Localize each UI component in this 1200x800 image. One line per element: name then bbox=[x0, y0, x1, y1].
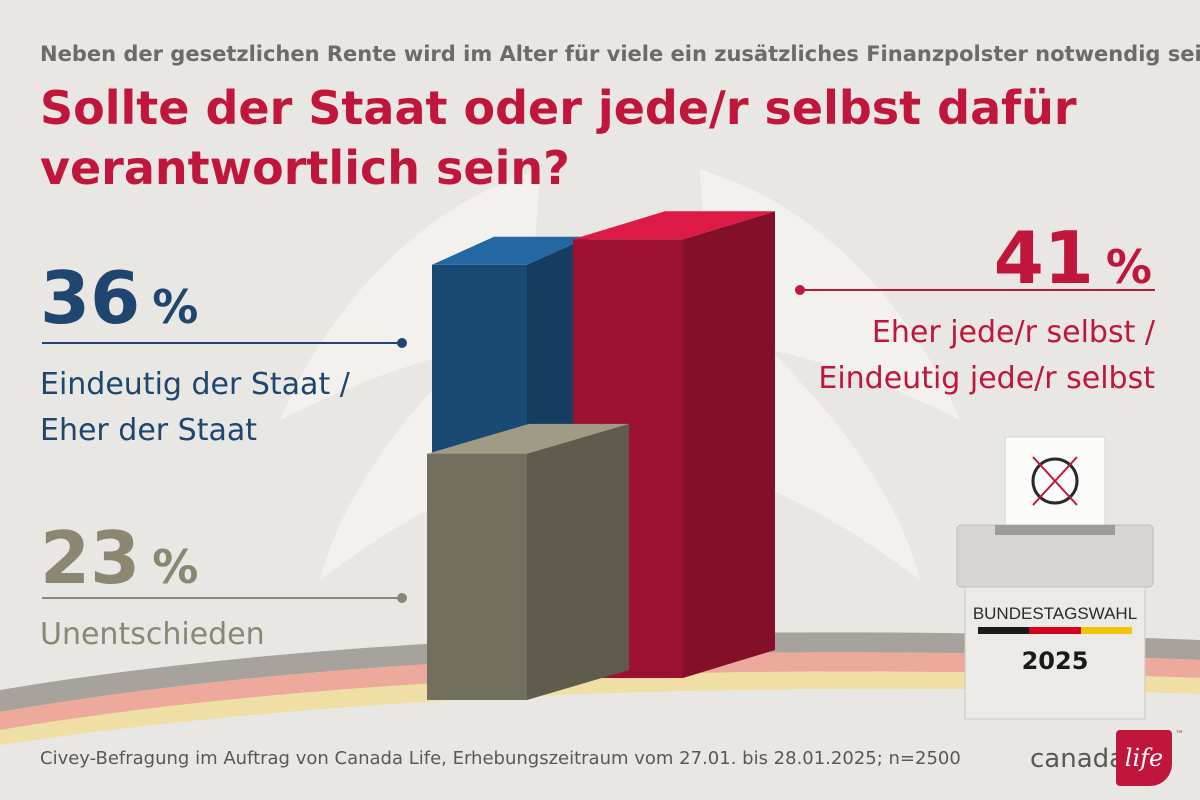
bar-unentschieden-front bbox=[427, 453, 527, 700]
bar-chart bbox=[427, 211, 775, 700]
value-number-staat: 36 bbox=[40, 256, 141, 340]
ballot-paper bbox=[1004, 436, 1106, 534]
category-label-staat: Eindeutig der Staat / Eher der Staat bbox=[40, 362, 400, 454]
ballot-box-illustration: BUNDESTAGSWAHL 2025 bbox=[956, 436, 1154, 720]
ballot-year: 2025 bbox=[1022, 647, 1089, 675]
question-title: Sollte der Staat oder jede/r selbst dafü… bbox=[40, 81, 1077, 195]
canada-life-logo: canada life ™ bbox=[1030, 730, 1190, 790]
value-unit-unentschieden: % bbox=[152, 540, 199, 594]
bar-unentschieden-side bbox=[527, 423, 629, 700]
ballot-flag-red bbox=[1029, 627, 1081, 634]
ballot-box-body bbox=[964, 586, 1146, 720]
bar-unentschieden bbox=[427, 423, 629, 700]
category-label-selbst-line2: Eindeutig jede/r selbst bbox=[818, 361, 1155, 396]
ballot-flag-black bbox=[978, 627, 1029, 634]
category-label-staat-line2: Eher der Staat bbox=[40, 413, 258, 448]
value-label-staat: 36% bbox=[40, 262, 198, 334]
category-label-unentschieden-line1: Unentschieden bbox=[40, 617, 265, 652]
leader-lines bbox=[42, 285, 1155, 603]
ballot-slot bbox=[995, 525, 1115, 535]
bar-staat-top bbox=[432, 236, 589, 265]
leader-dot-staat bbox=[397, 338, 407, 348]
category-label-unentschieden: Unentschieden bbox=[40, 612, 265, 658]
ballot-circle-icon bbox=[1031, 457, 1079, 505]
logo-word-life: life bbox=[1116, 730, 1172, 786]
bar-selbst-top bbox=[573, 211, 775, 240]
logo-trademark: ™ bbox=[1175, 730, 1184, 740]
leader-dot-selbst bbox=[795, 285, 805, 295]
logo-word-canada: canada bbox=[1030, 744, 1126, 774]
source-note: Civey-Befragung im Auftrag von Canada Li… bbox=[40, 748, 961, 769]
bar-selbst-side bbox=[683, 211, 775, 679]
bar-unentschieden-top bbox=[427, 423, 629, 454]
ballot-flag-gold bbox=[1081, 627, 1132, 634]
value-unit-staat: % bbox=[152, 280, 199, 334]
ballot-cross-icon-2 bbox=[1032, 456, 1078, 506]
value-number-selbst: 41 bbox=[993, 216, 1094, 300]
value-label-unentschieden: 23% bbox=[40, 522, 198, 594]
subtitle: Neben der gesetzlichen Rente wird im Alt… bbox=[40, 42, 1200, 66]
category-label-staat-line1: Eindeutig der Staat / bbox=[40, 367, 350, 402]
value-label-selbst: 41% bbox=[890, 222, 1152, 294]
value-unit-selbst: % bbox=[1105, 240, 1152, 294]
flag-swoosh-black bbox=[0, 632, 1200, 712]
value-number-unentschieden: 23 bbox=[40, 516, 141, 600]
ballot-label: BUNDESTAGSWAHL bbox=[973, 604, 1137, 623]
category-label-selbst-line1: Eher jede/r selbst / bbox=[871, 315, 1155, 350]
leader-dot-unent bbox=[397, 593, 407, 603]
category-label-selbst: Eher jede/r selbst / Eindeutig jede/r se… bbox=[780, 310, 1155, 402]
